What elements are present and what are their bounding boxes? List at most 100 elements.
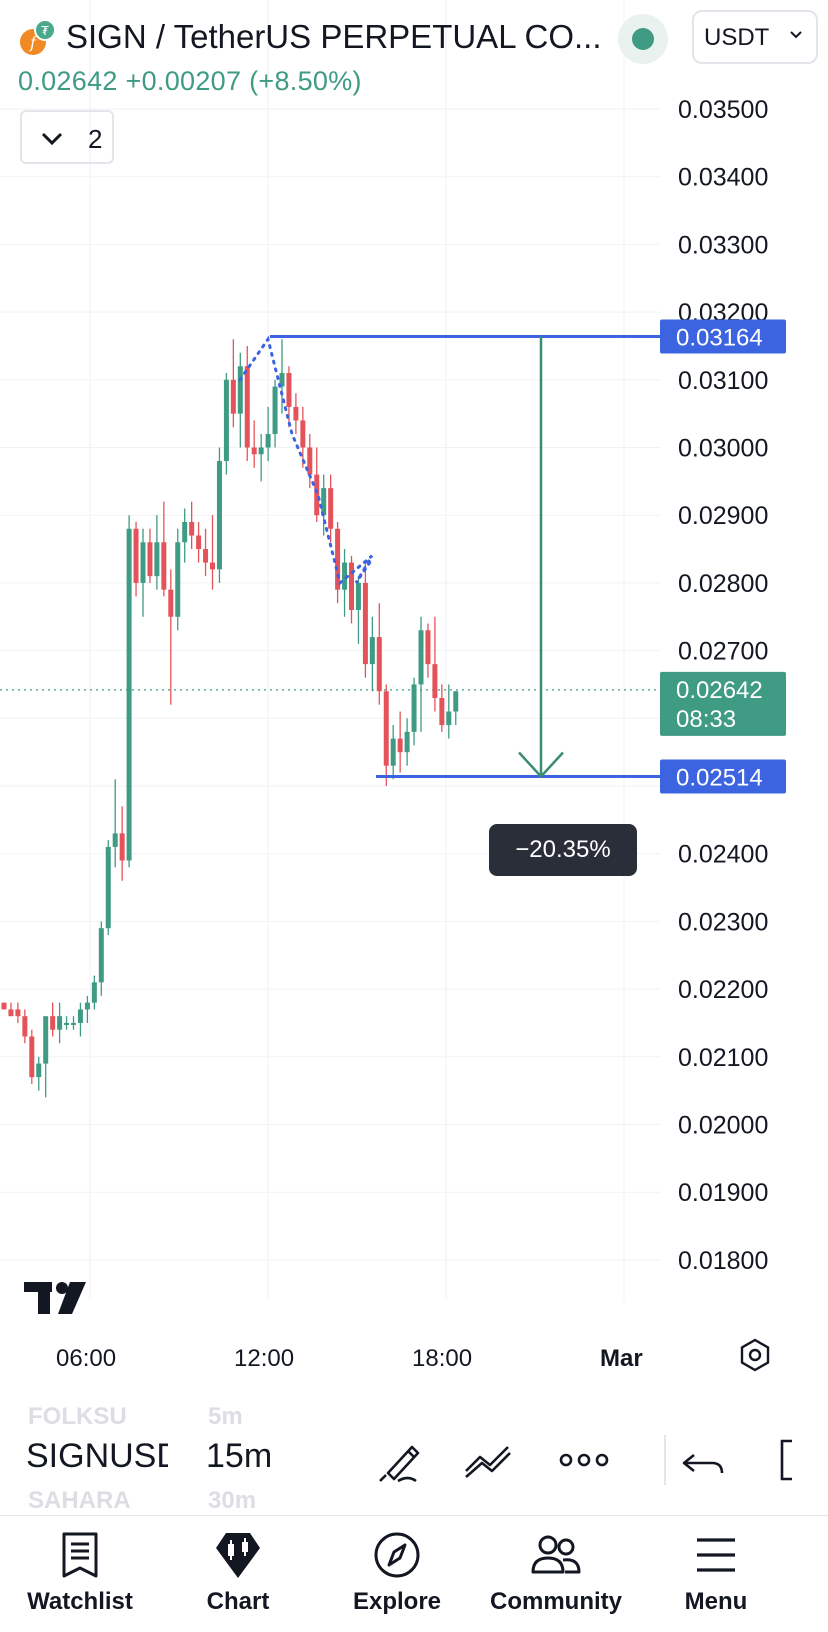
time-axis[interactable]: 06:00 12:00 18:00 Mar — [0, 1345, 828, 1385]
candle — [203, 549, 209, 563]
candle — [307, 447, 313, 475]
price-label-high-bg — [660, 319, 786, 354]
interval-picker[interactable]: 15m — [206, 1437, 273, 1475]
time-tick: 18:00 — [412, 1345, 473, 1372]
symbol-picker-next[interactable]: SAHARA — [28, 1487, 131, 1514]
price-label-current: 0.02642 — [676, 677, 763, 704]
candle — [230, 379, 236, 414]
symbol-title[interactable]: SIGN / TetherUS PERPETUAL CO... — [66, 18, 601, 55]
community-icon — [531, 1535, 581, 1574]
symbol-picker-prev[interactable]: FOLKSU — [28, 1403, 127, 1430]
chevron-down-icon — [790, 31, 802, 39]
time-tick: Mar — [600, 1345, 643, 1372]
price-label-low: 0.02514 — [676, 765, 763, 792]
candle — [251, 447, 257, 455]
nav-explore[interactable]: Explore — [317, 1516, 477, 1632]
chevron-down-icon — [41, 132, 63, 146]
candle — [321, 488, 327, 516]
price-tick: 0.02800 — [678, 570, 768, 598]
candle — [286, 373, 292, 407]
price-tick: 0.02000 — [678, 1112, 768, 1140]
candle — [314, 474, 320, 516]
fullscreen-icon[interactable] — [772, 1435, 828, 1485]
candle — [43, 1016, 49, 1064]
price-tick: 0.03000 — [678, 435, 768, 463]
candle — [133, 528, 139, 583]
interval-picker-prev[interactable]: 5m — [208, 1403, 243, 1430]
candle — [91, 982, 97, 1003]
candle — [376, 637, 382, 692]
nav-community[interactable]: Community — [476, 1516, 636, 1632]
measure-arrow-head — [518, 751, 564, 779]
candle — [439, 697, 445, 726]
candle — [328, 488, 334, 529]
currency-select[interactable]: USDT — [692, 10, 818, 64]
more-options-icon[interactable] — [554, 1435, 614, 1485]
candle — [182, 521, 188, 543]
undo-icon[interactable] — [676, 1435, 736, 1485]
price-label-low-bg — [660, 759, 786, 794]
candle — [272, 386, 278, 434]
compass-icon — [374, 1532, 420, 1578]
candle — [105, 846, 111, 929]
price-tick: 0.02300 — [678, 908, 768, 936]
candle — [418, 630, 424, 685]
trendline-icon[interactable] — [458, 1435, 518, 1485]
chart-area[interactable]: 0.03500 0.03400 0.03300 0.03200 0.03100 0.030… — [0, 0, 828, 1400]
candle — [50, 1016, 56, 1030]
candle — [64, 1022, 70, 1025]
nav-label: Community — [490, 1588, 622, 1615]
interval-picker-next[interactable]: 30m — [208, 1487, 257, 1514]
price-tick: 0.02400 — [678, 841, 768, 869]
candle — [446, 711, 452, 726]
watchlist-icon — [62, 1532, 98, 1578]
candle — [335, 528, 341, 590]
currency-label: USDT — [704, 24, 770, 51]
candle — [168, 589, 174, 617]
candle — [300, 420, 306, 448]
candle — [279, 373, 285, 387]
candle — [112, 833, 118, 847]
candle — [390, 738, 396, 766]
indicators-toggle-button[interactable]: 2 — [20, 110, 114, 164]
candle — [223, 379, 229, 462]
candle — [293, 406, 299, 421]
candle — [119, 833, 125, 861]
price-tick: 0.01900 — [678, 1179, 768, 1207]
chart-icon — [216, 1533, 260, 1578]
price-tick: 0.02700 — [678, 638, 768, 666]
candle — [369, 637, 375, 665]
last-price: 0.02642 — [18, 66, 118, 96]
candle — [244, 366, 250, 448]
nav-label: Chart — [206, 1588, 270, 1615]
price-tick: 0.02100 — [678, 1044, 768, 1072]
chart-settings-icon[interactable] — [738, 1338, 772, 1372]
price-tick: 0.03300 — [678, 231, 768, 259]
nav-watchlist[interactable]: Watchlist — [0, 1516, 160, 1632]
market-status-indicator[interactable] — [618, 14, 668, 64]
drawing-pen-icon[interactable] — [372, 1435, 432, 1485]
tradingview-logo-icon — [24, 1282, 86, 1314]
candle — [15, 1009, 21, 1017]
chart-canvas[interactable]: 0.035000.034000.033000.032000.031000.030… — [0, 0, 828, 1340]
hamburger-menu-icon — [697, 1538, 735, 1572]
time-tick: 12:00 — [234, 1345, 295, 1372]
candle — [161, 542, 167, 590]
price-label-current-bg — [660, 671, 786, 736]
candle — [237, 366, 243, 414]
price-tick: 0.03100 — [678, 367, 768, 395]
candle — [425, 630, 431, 665]
candle — [189, 521, 195, 536]
nav-chart[interactable]: Chart — [158, 1516, 318, 1632]
candle — [355, 582, 361, 610]
price-tick: 0.03400 — [678, 164, 768, 192]
price-label-current: 08:33 — [676, 706, 736, 733]
candle — [453, 691, 459, 712]
symbol-picker[interactable]: SIGNUSDT — [26, 1437, 168, 1475]
candle — [265, 433, 271, 448]
candle — [258, 447, 264, 455]
nav-menu[interactable]: Menu — [636, 1516, 796, 1632]
candle — [210, 562, 215, 570]
candle — [196, 535, 202, 550]
change-pct: (+8.50%) — [249, 66, 362, 96]
